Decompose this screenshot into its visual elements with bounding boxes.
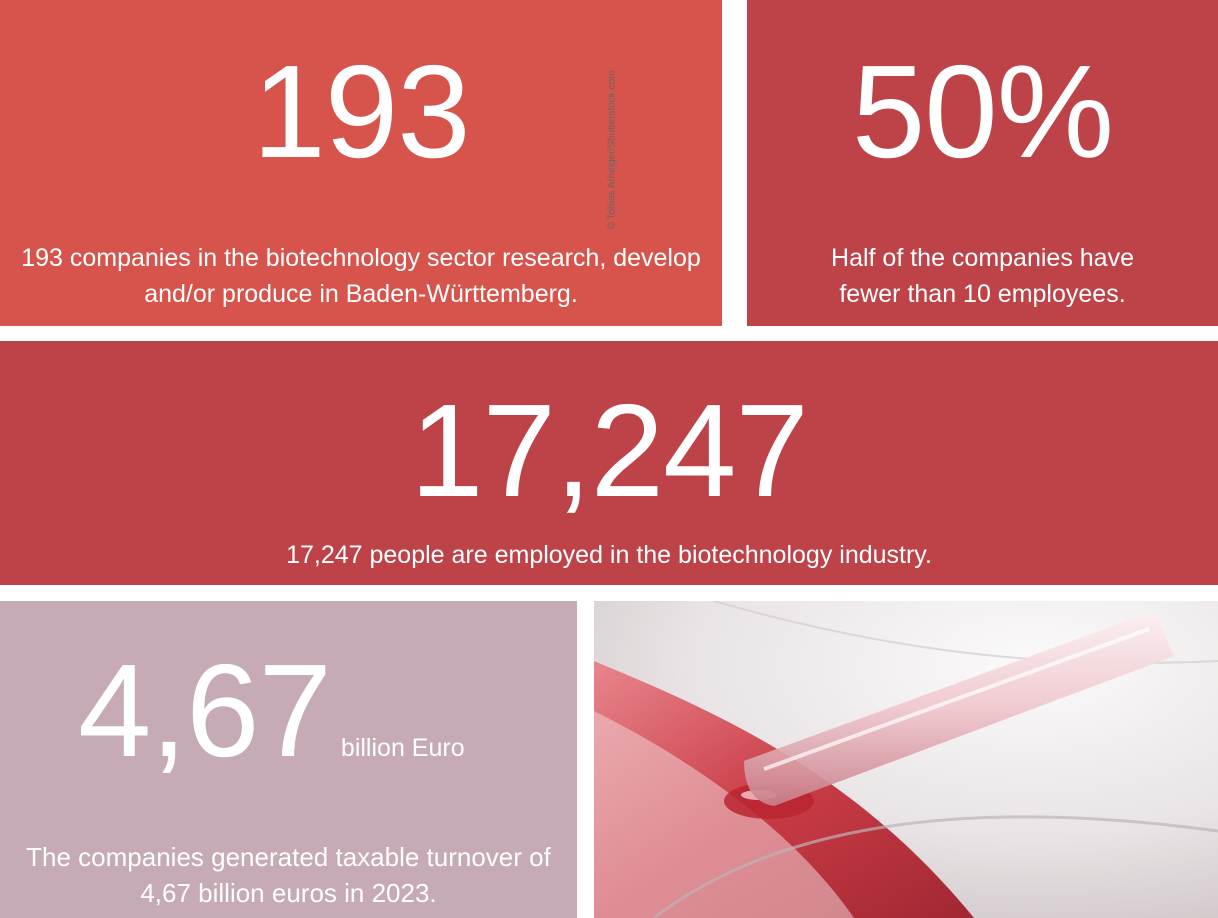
turnover-value: 4,67 bbox=[78, 637, 332, 784]
lab-photo bbox=[594, 601, 1218, 918]
stat-tile-turnover: 4,67 billion Euro The companies generated… bbox=[0, 601, 577, 918]
reflection-band bbox=[594, 711, 854, 918]
companies-description: 193 companies in the biotechnology secto… bbox=[21, 244, 701, 308]
pipette-petri-dish-illustration bbox=[594, 601, 1218, 918]
employees-count: 17,247 bbox=[410, 377, 809, 524]
employees-description: 17,247 people are employed in the biotec… bbox=[286, 541, 932, 569]
stat-tile-employees: 17,247 17,247 people are employed in the… bbox=[0, 341, 1218, 585]
pipette-highlight bbox=[763, 627, 1150, 771]
dish-rim bbox=[653, 815, 1218, 918]
turnover-description: The companies generated taxable turnover… bbox=[26, 842, 551, 908]
turnover-unit: billion Euro bbox=[340, 734, 465, 762]
stat-tile-small-companies: 50% Half of the companies have fewer tha… bbox=[747, 0, 1218, 326]
stat-tile-companies: 193 193 companies in the biotechnology s… bbox=[0, 0, 722, 326]
small-companies-share: 50% bbox=[851, 38, 1114, 185]
companies-count: 193 bbox=[252, 38, 470, 185]
turnover-figure: 4,67 billion Euro bbox=[78, 645, 465, 777]
small-companies-description: Half of the companies have fewer than 10… bbox=[831, 244, 1134, 308]
